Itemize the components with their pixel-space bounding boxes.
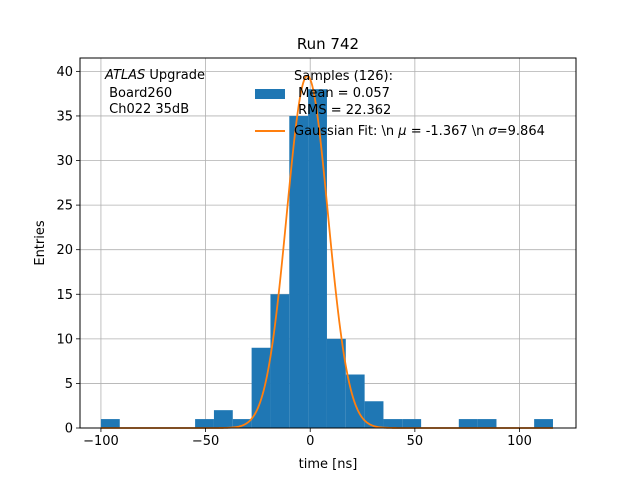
legend-fit-prefix: Gaussian Fit: \n	[294, 124, 398, 139]
y-axis-label: Entries	[33, 220, 48, 266]
y-tick-label: 25	[56, 199, 73, 214]
x-tick-label: −100	[83, 434, 119, 449]
x-tick-label: −50	[192, 434, 219, 449]
histogram-bar	[232, 419, 252, 428]
histogram-bar	[534, 419, 553, 428]
annotation-atlas: ATLAS	[104, 68, 145, 83]
atlas-annotation: ATLAS Upgrade Board260 Ch022 35dB	[104, 68, 205, 117]
annotation-line-1: ATLAS Upgrade	[104, 68, 205, 83]
legend-fit-label: Gaussian Fit: \n μ = -1.367 \n σ=9.864	[294, 124, 545, 139]
x-tick-label: 100	[507, 434, 532, 449]
legend-fit-mu-symbol: μ	[397, 124, 406, 139]
histogram-bar	[402, 419, 422, 428]
histogram-bar	[289, 115, 309, 428]
x-axis-label: time [ns]	[299, 457, 358, 472]
y-tick-label: 35	[56, 109, 73, 124]
histogram-bar	[308, 89, 327, 428]
legend-fit-mu-value: = -1.367 \n	[407, 124, 489, 139]
histogram-bar	[251, 347, 271, 428]
x-axis-ticks: −100 −50 0 50 100	[83, 428, 532, 449]
histogram-bar	[195, 419, 214, 428]
histogram-bar	[270, 294, 290, 428]
y-tick-label: 0	[65, 422, 73, 437]
chart-title: Run 742	[297, 35, 359, 53]
annotation-line-2: Board260	[105, 86, 172, 101]
histogram-bar	[477, 419, 497, 428]
histogram-bar	[100, 419, 120, 428]
legend-hist-swatch	[255, 89, 285, 99]
histogram-bar	[364, 401, 384, 428]
legend-hist-line-3: RMS = 22.362	[294, 103, 391, 118]
annotation-upgrade: Upgrade	[145, 68, 205, 83]
y-tick-label: 15	[56, 288, 73, 303]
histogram-bar	[383, 419, 403, 428]
legend-hist-line-2: Mean = 0.057	[294, 86, 390, 101]
y-tick-label: 40	[56, 65, 73, 80]
x-tick-label: 0	[306, 434, 314, 449]
y-tick-label: 10	[56, 332, 73, 347]
legend-hist-line-1: Samples (126):	[294, 69, 393, 84]
y-tick-label: 30	[56, 154, 73, 169]
y-tick-label: 20	[56, 243, 73, 258]
axes-frame	[79, 57, 577, 429]
annotation-line-3: Ch022 35dB	[105, 102, 189, 117]
y-tick-label: 5	[65, 377, 73, 392]
legend: Samples (126): Mean = 0.057 RMS = 22.362…	[255, 69, 545, 139]
legend-fit-sigma-symbol: σ	[489, 124, 498, 139]
histogram-bar	[213, 410, 233, 428]
legend-fit-sigma-value: =9.864	[497, 124, 545, 139]
histogram-bar	[458, 419, 478, 428]
x-tick-label: 50	[407, 434, 424, 449]
histogram-bar	[326, 338, 346, 428]
y-axis-ticks: 0 5 10 15 20 25 30 35 40	[56, 65, 80, 437]
